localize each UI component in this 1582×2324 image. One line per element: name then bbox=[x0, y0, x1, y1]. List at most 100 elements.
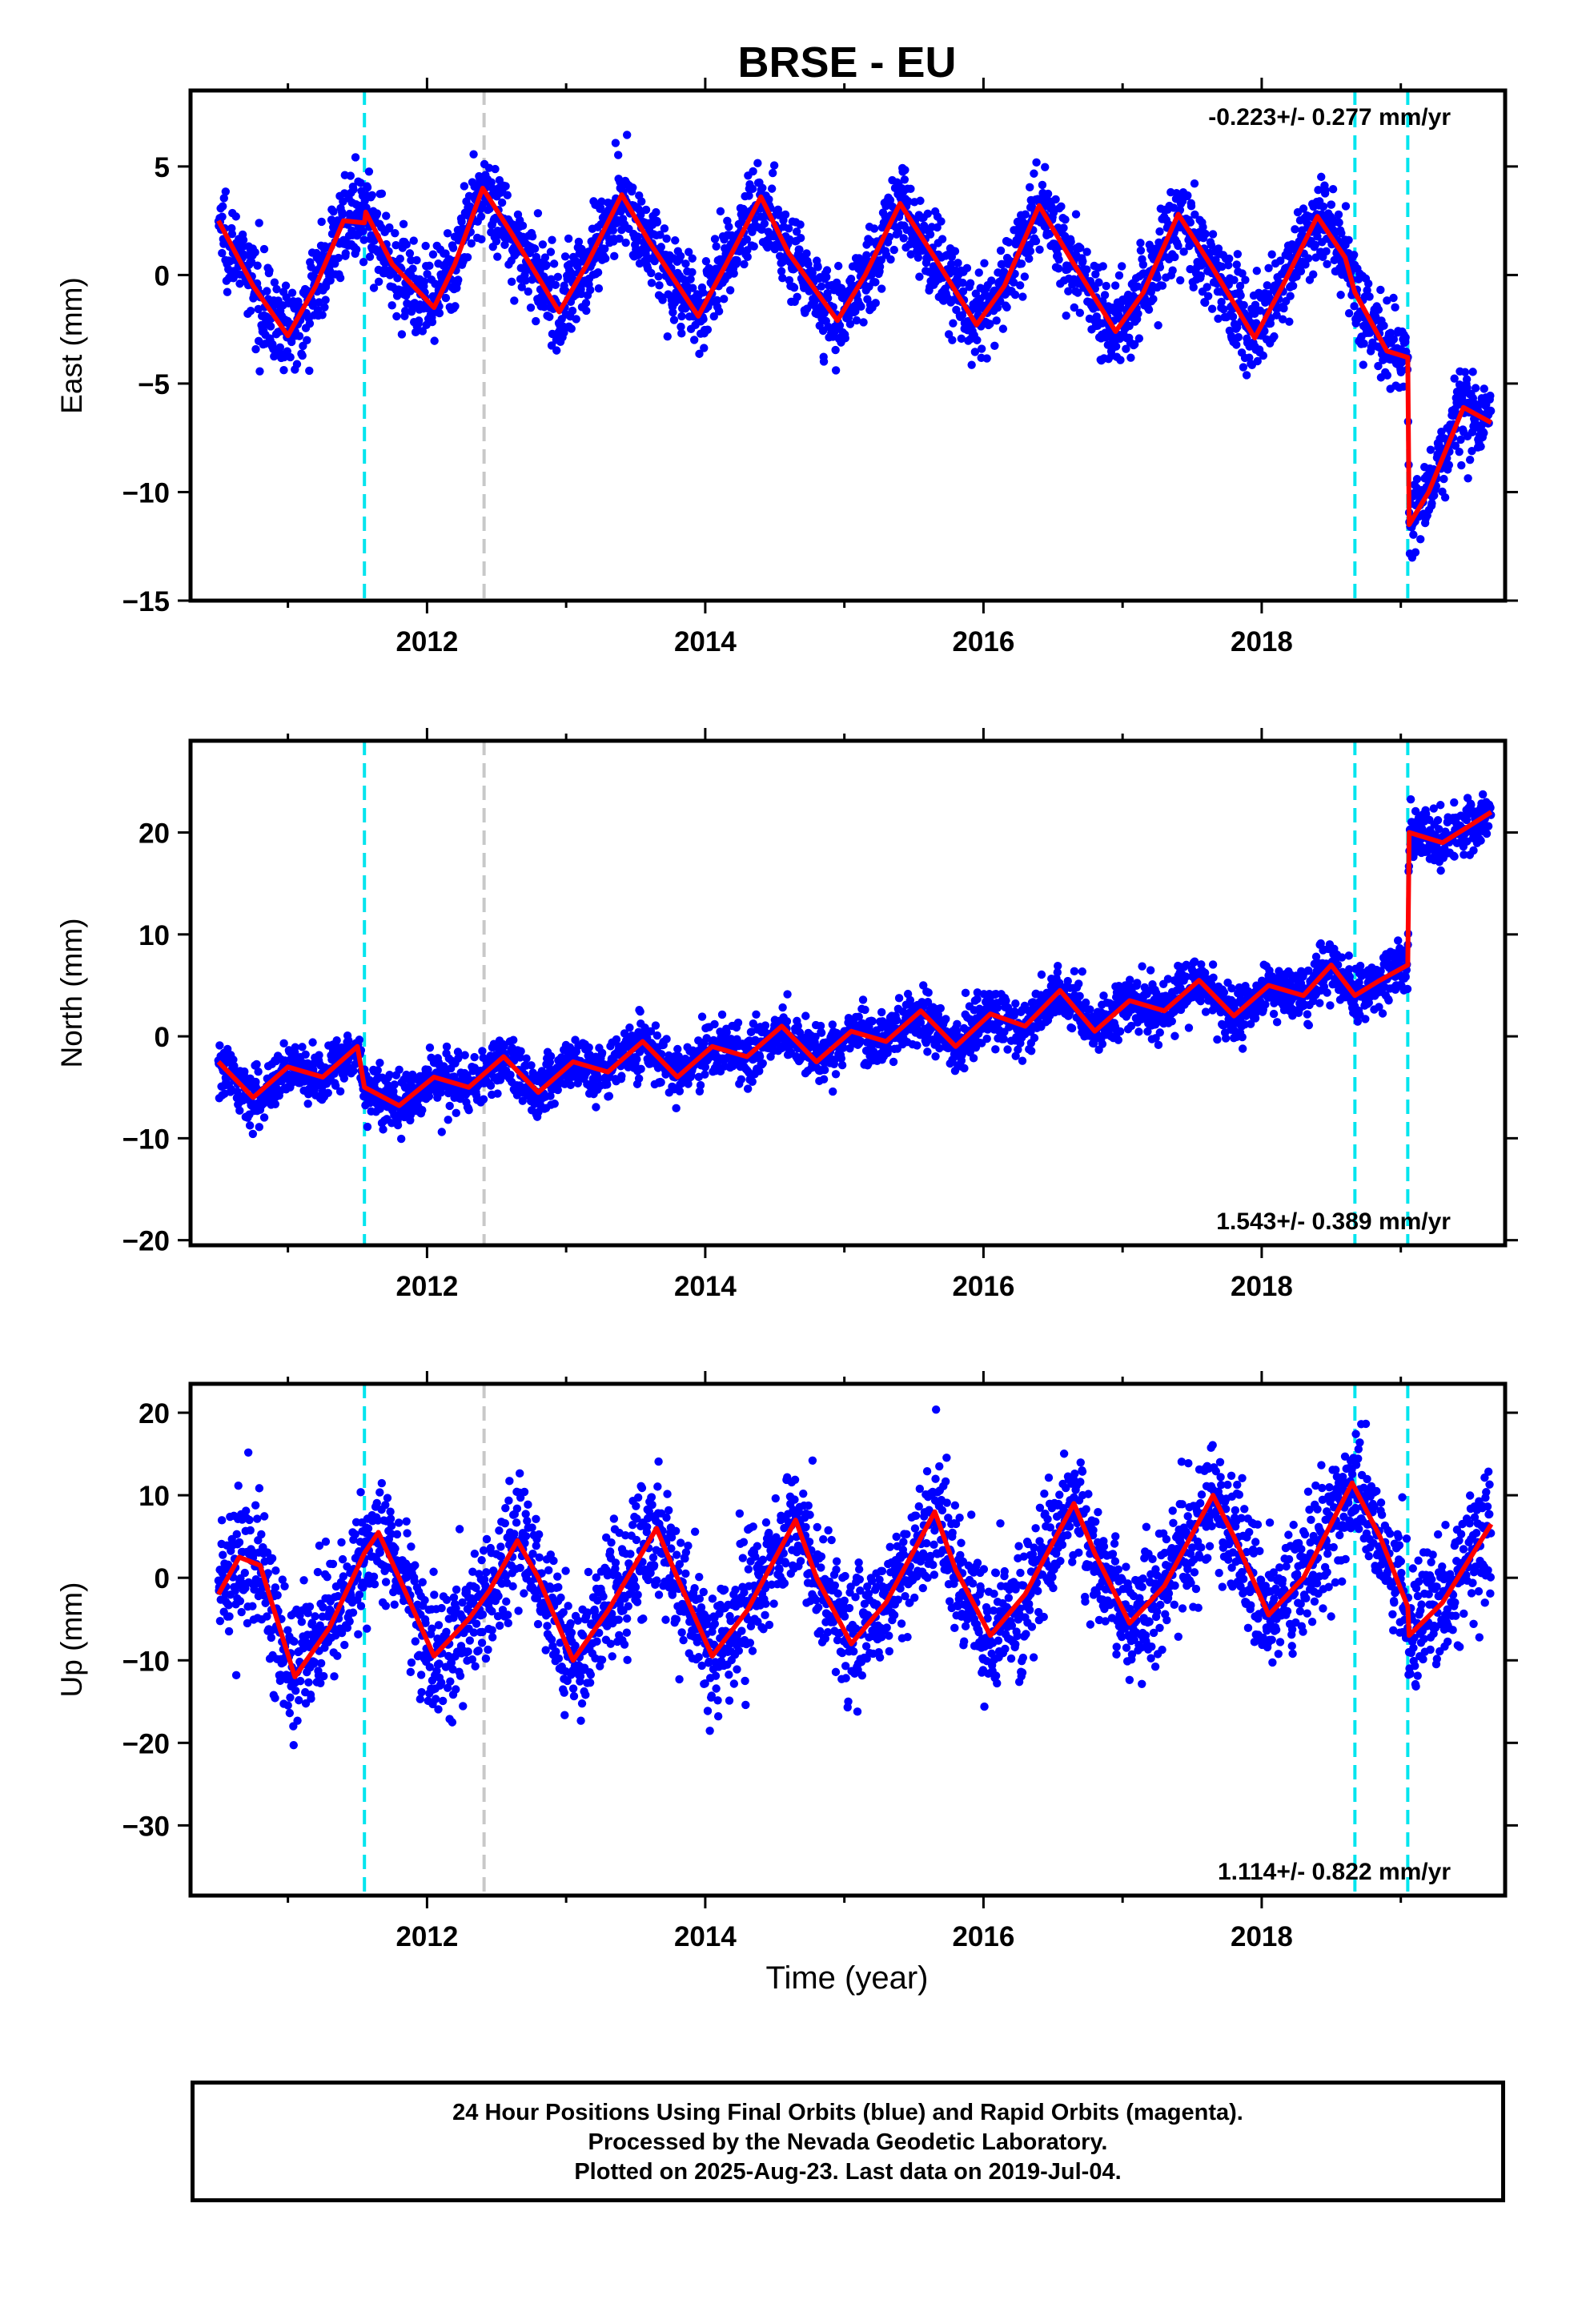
data-point bbox=[334, 253, 343, 263]
data-point bbox=[379, 1125, 387, 1134]
data-point bbox=[363, 1122, 372, 1132]
data-point bbox=[1317, 172, 1326, 182]
data-point bbox=[938, 235, 947, 243]
data-point bbox=[518, 221, 528, 231]
data-point bbox=[915, 272, 924, 281]
data-point bbox=[377, 189, 387, 199]
data-point bbox=[486, 1081, 496, 1090]
data-point bbox=[949, 319, 958, 328]
data-point bbox=[338, 210, 347, 219]
data-point bbox=[374, 277, 383, 286]
data-point bbox=[453, 1047, 463, 1056]
data-point bbox=[601, 254, 610, 263]
data-point bbox=[387, 301, 396, 310]
data-point bbox=[688, 267, 697, 277]
data-point bbox=[1031, 236, 1041, 246]
data-point bbox=[331, 1081, 340, 1090]
data-point bbox=[266, 322, 275, 331]
data-point bbox=[652, 207, 661, 217]
data-point bbox=[362, 203, 371, 212]
data-point bbox=[430, 336, 439, 345]
data-point bbox=[783, 990, 792, 999]
data-point bbox=[492, 237, 501, 246]
data-point bbox=[733, 1018, 743, 1027]
data-point bbox=[1070, 303, 1079, 312]
data-point bbox=[286, 352, 295, 362]
data-point bbox=[566, 1080, 575, 1090]
data-point bbox=[942, 1015, 950, 1023]
data-point bbox=[641, 205, 651, 215]
data-point bbox=[576, 289, 586, 299]
data-point bbox=[617, 1072, 626, 1080]
data-point bbox=[1279, 304, 1288, 313]
data-point bbox=[1314, 186, 1323, 195]
data-point bbox=[332, 1035, 341, 1045]
data-point bbox=[973, 988, 982, 997]
data-point bbox=[765, 195, 773, 204]
data-point bbox=[1233, 323, 1242, 332]
data-point bbox=[689, 336, 699, 344]
data-point bbox=[349, 1067, 358, 1076]
data-point bbox=[733, 255, 741, 265]
data-point bbox=[592, 1103, 600, 1112]
data-point bbox=[1233, 250, 1243, 259]
data-point bbox=[431, 279, 440, 288]
data-point bbox=[1144, 305, 1154, 314]
data-point bbox=[509, 1035, 518, 1044]
data-point bbox=[223, 287, 232, 296]
data-point bbox=[1190, 179, 1199, 188]
data-point bbox=[1252, 267, 1262, 275]
y-tick-label: −10 bbox=[122, 477, 170, 509]
data-point bbox=[491, 164, 500, 174]
data-point bbox=[993, 1003, 1002, 1012]
data-point bbox=[281, 281, 291, 290]
data-point bbox=[1026, 1047, 1036, 1055]
data-point bbox=[1203, 292, 1213, 300]
data-point bbox=[1264, 263, 1273, 272]
data-point bbox=[953, 1019, 962, 1028]
data-point bbox=[259, 244, 269, 254]
data-point bbox=[522, 266, 532, 275]
data-point bbox=[889, 245, 898, 255]
data-point bbox=[385, 1070, 394, 1080]
data-point bbox=[962, 263, 972, 273]
data-point bbox=[1158, 281, 1167, 290]
data-point bbox=[745, 191, 753, 200]
data-point bbox=[448, 243, 458, 252]
data-point bbox=[303, 336, 311, 345]
data-point bbox=[546, 247, 556, 256]
data-point bbox=[749, 167, 757, 176]
data-point bbox=[1064, 287, 1073, 296]
data-point bbox=[777, 267, 786, 275]
data-point bbox=[391, 240, 400, 250]
data-point bbox=[365, 252, 375, 261]
data-point bbox=[1230, 275, 1239, 284]
data-point bbox=[1337, 229, 1346, 238]
data-point bbox=[1207, 240, 1216, 250]
data-point bbox=[1138, 260, 1148, 269]
data-point bbox=[845, 320, 855, 328]
data-point bbox=[778, 274, 787, 283]
data-point bbox=[906, 184, 915, 194]
data-point bbox=[547, 275, 556, 283]
data-point bbox=[628, 183, 637, 192]
data-point bbox=[695, 349, 704, 359]
data-point bbox=[820, 1065, 829, 1075]
data-point bbox=[550, 1100, 559, 1108]
data-point bbox=[1259, 351, 1268, 360]
data-point bbox=[923, 209, 933, 219]
data-point bbox=[1103, 340, 1113, 349]
data-point bbox=[819, 357, 829, 366]
data-point bbox=[425, 261, 434, 271]
data-point bbox=[846, 274, 856, 283]
data-point bbox=[980, 259, 989, 267]
data-point bbox=[778, 1003, 787, 1012]
data-point bbox=[604, 1092, 614, 1100]
data-point bbox=[1003, 1045, 1012, 1054]
data-point bbox=[1057, 202, 1066, 211]
data-point bbox=[634, 1074, 644, 1084]
data-point bbox=[1066, 237, 1075, 247]
data-point bbox=[1025, 254, 1034, 263]
